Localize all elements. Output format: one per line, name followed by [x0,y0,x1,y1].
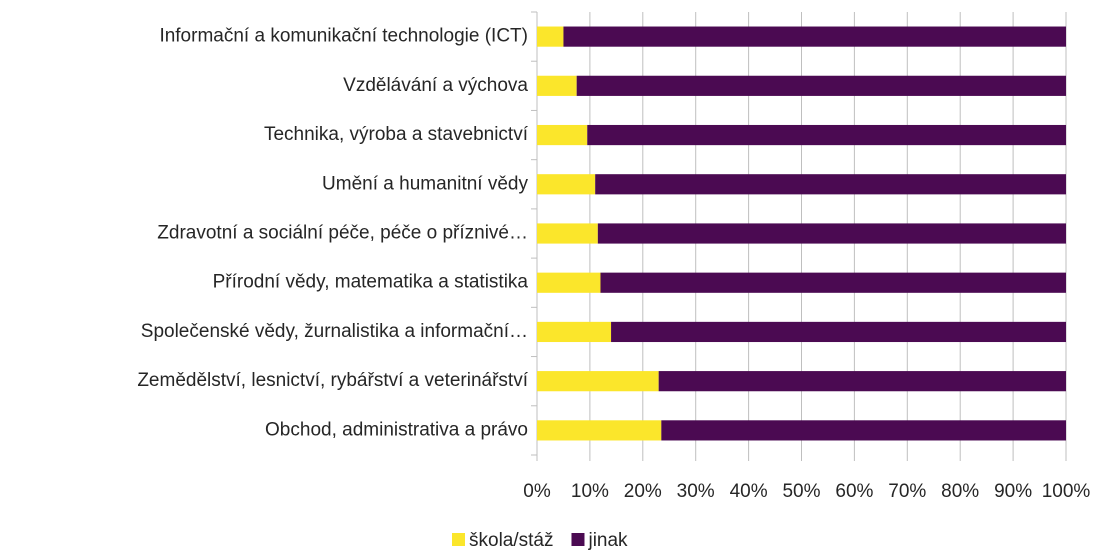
y-tick-label: Přírodní vědy, matematika a statistika [213,272,529,293]
legend-swatch [571,533,585,546]
x-tick-label: 10% [571,481,609,502]
bar-segment [658,371,1066,392]
x-tick-label: 50% [782,481,820,502]
bar-segment [537,321,612,343]
y-tick-label: Zemědělství, lesnictví, rybářství a vete… [137,370,528,391]
bar-segment [537,75,577,96]
bar-segment [595,174,1066,195]
y-tick-label: Technika, výroba a stavebnictví [264,124,529,145]
bar-segment [537,223,598,244]
bar-segment [661,420,1066,441]
bar-segment [537,124,588,146]
x-tick-label: 70% [888,481,926,502]
bar-segment [611,321,1066,343]
legend-label: jinak [587,530,628,551]
x-tick-label: 0% [523,481,551,502]
bar-segment [600,272,1066,293]
y-tick-label: Zdravotní a sociální péče, péče o přízni… [157,223,528,244]
x-tick-label: 60% [835,481,873,502]
x-tick-label: 100% [1042,481,1091,502]
legend-swatch [452,533,465,546]
legend-label: škola/stáž [469,530,553,551]
y-tick-label: Společenské vědy, žurnalistika a informa… [141,321,528,342]
x-tick-label: 20% [624,481,662,502]
y-tick-label: Umění a humanitní vědy [322,173,528,194]
bar-segment [537,174,596,195]
bar-segment [537,272,601,293]
bar-segment [537,26,564,47]
bar-segment [537,420,662,441]
y-tick-label: Vzdělávání a výchova [343,75,528,96]
y-tick-label: Informační a komunikační technologie (IC… [159,26,528,47]
x-tick-label: 40% [730,481,768,502]
bar-segment [587,124,1066,146]
x-tick-label: 80% [941,481,979,502]
y-tick-label: Obchod, administrativa a právo [265,419,528,440]
bar-segment [597,223,1066,244]
bar-segment [537,371,659,392]
x-tick-label: 30% [677,481,715,502]
x-tick-label: 90% [994,481,1032,502]
bar-segment [576,75,1066,96]
bar-segment [563,26,1066,47]
